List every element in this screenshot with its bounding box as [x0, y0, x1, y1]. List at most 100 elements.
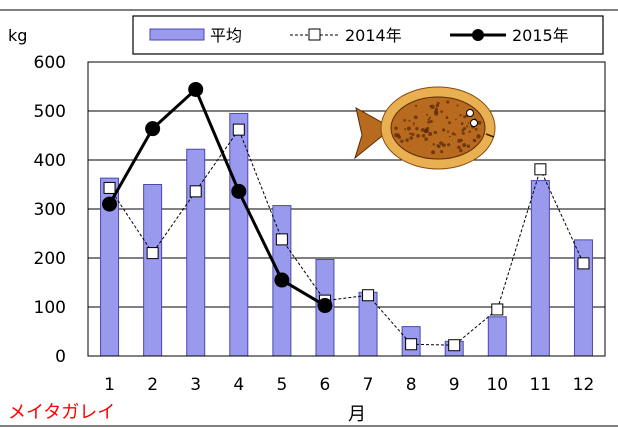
- fish-spot: [462, 143, 467, 148]
- point-2015-6: [317, 298, 333, 314]
- fish-spot: [429, 120, 433, 123]
- bar-average-12: [573, 239, 593, 357]
- y-tick-label-300: 300: [34, 200, 66, 220]
- legend-marker-2014: [308, 28, 321, 41]
- fish-spot: [427, 120, 431, 124]
- y-tick-label-100: 100: [34, 298, 66, 318]
- x-tick-label-9: 9: [449, 375, 460, 395]
- fish-spot: [424, 128, 429, 133]
- fish-spot: [397, 135, 402, 139]
- flounder-illustration: [354, 86, 496, 170]
- x-tick-label-6: 6: [320, 375, 331, 395]
- fish-spot: [427, 118, 430, 121]
- line-2015: [108, 87, 326, 307]
- fish-spot: [445, 116, 449, 119]
- point-2015-1: [102, 196, 118, 212]
- fish-spot: [415, 127, 419, 131]
- fish-spot: [426, 113, 428, 116]
- fish-spot: [404, 128, 407, 131]
- fish-spot: [454, 133, 457, 136]
- x-tick-label-5: 5: [276, 375, 287, 395]
- fish-spot: [394, 126, 398, 130]
- legend-swatch-average: [149, 28, 205, 41]
- fish-spot: [440, 150, 444, 154]
- fish-spot: [436, 101, 440, 105]
- fish-spot: [413, 115, 418, 120]
- legend-label-2014: 2014年: [345, 26, 402, 45]
- fish-spot: [448, 121, 451, 125]
- fish-spot: [411, 132, 415, 136]
- fish-eye-upper: [466, 109, 474, 117]
- fish-spot: [409, 136, 414, 140]
- fish-spot: [406, 126, 411, 131]
- fish-spot: [460, 138, 463, 142]
- fish-spot: [400, 139, 404, 143]
- fish-spot: [457, 145, 461, 150]
- point-2014-11: [534, 163, 547, 176]
- fish-spot: [436, 144, 440, 148]
- legend-label-2015: 2015年: [512, 26, 569, 45]
- fish-body: [390, 96, 486, 160]
- y-tick-label-0: 0: [55, 347, 66, 367]
- point-2014-7: [362, 289, 375, 302]
- fish-spot: [447, 143, 451, 147]
- point-2014-12: [577, 257, 590, 270]
- fish-spot: [409, 132, 412, 135]
- fish-spot: [433, 131, 436, 134]
- fish-spot: [403, 119, 406, 122]
- x-tick-label-4: 4: [233, 375, 244, 395]
- fish-spot: [451, 132, 455, 136]
- point-2014-10: [491, 303, 504, 316]
- bar-average-11: [530, 180, 550, 357]
- fish-spot: [446, 100, 450, 104]
- fish-spot: [420, 127, 425, 132]
- fish-spot: [421, 134, 426, 138]
- line-2014: [109, 128, 584, 346]
- fish-spot: [459, 114, 462, 117]
- x-tick-label-11: 11: [530, 375, 552, 395]
- fish-spot: [434, 109, 439, 114]
- fish-spot: [456, 104, 459, 107]
- plot-area-frame: [87, 61, 606, 357]
- y-tick-label-500: 500: [34, 102, 66, 122]
- fish-spot: [408, 119, 411, 122]
- fish-spot: [455, 118, 457, 121]
- fish-spot: [467, 122, 470, 124]
- x-tick-label-12: 12: [573, 375, 595, 395]
- bar-average-3: [186, 148, 206, 357]
- fish-spot: [415, 104, 418, 107]
- fish-spot: [476, 134, 481, 139]
- line-series: [102, 81, 590, 352]
- point-2015-2: [145, 121, 161, 137]
- fish-spot: [474, 139, 477, 142]
- fish-spot: [428, 132, 433, 136]
- point-2014-8: [405, 338, 418, 351]
- legend-box: [132, 15, 604, 55]
- fish-spot: [432, 143, 435, 146]
- fish-spot: [442, 128, 446, 132]
- fish-spot: [446, 130, 450, 133]
- fish-spot: [394, 133, 399, 138]
- y-tick-label-400: 400: [34, 151, 66, 171]
- bar-average-7: [358, 291, 378, 357]
- fish-spot: [442, 143, 446, 147]
- fish-spot: [424, 137, 428, 141]
- legend-label-average: 平均: [210, 26, 242, 45]
- bar-average-4: [229, 112, 249, 357]
- species-annotation: メイタガレイ: [8, 402, 115, 423]
- fish-spot: [405, 138, 409, 142]
- point-2014-2: [146, 247, 159, 260]
- bar-average-10: [487, 316, 507, 357]
- fish-spot: [466, 144, 471, 148]
- y-tick-labels: 0 100 200 300 400 500 600: [34, 53, 66, 367]
- fish-spots: [394, 100, 482, 155]
- fish-spot: [434, 107, 438, 111]
- fish-spot: [448, 135, 451, 138]
- y-tick-label-200: 200: [34, 249, 66, 269]
- x-tick-labels: 1 2 3 4 5 6 7 8 9 10 11 12: [104, 375, 594, 395]
- fish-spot: [459, 148, 463, 153]
- x-tick-label-2: 2: [147, 375, 158, 395]
- fish-spot: [460, 122, 464, 125]
